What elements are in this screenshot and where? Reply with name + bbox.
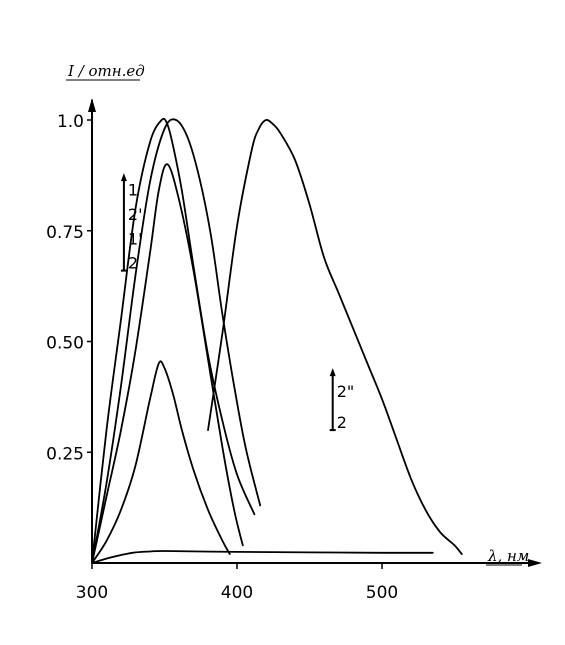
series-curve-3 [91, 360, 231, 564]
annotation-label: 2" [337, 382, 355, 401]
x-axis-arrow-icon [528, 559, 542, 567]
series-curve-1 [91, 117, 256, 564]
y-axis-label: I / отн.ед [67, 62, 145, 80]
x-axis-label: λ, нм [487, 547, 529, 565]
series-curve-4 [91, 163, 244, 564]
annotation-label: 1' [128, 229, 143, 248]
annotation-label: 2 [128, 254, 138, 273]
series-curve-5 [207, 119, 463, 555]
series-curve-2 [91, 118, 262, 564]
x-tick-label: 400 [221, 583, 253, 603]
series-curve-6 [91, 550, 434, 564]
up-arrow-icon [329, 368, 336, 377]
y-axis-arrow-icon [88, 98, 96, 112]
y-tick-label: 0.75 [46, 223, 84, 243]
x-tick-label: 300 [76, 583, 108, 603]
annotation-label: 1 [128, 181, 138, 200]
annotation-label: 2 [337, 413, 347, 432]
annotation-label: 2' [128, 205, 143, 224]
axes [88, 98, 542, 567]
up-arrow-icon [120, 173, 127, 182]
y-tick-label: 0.50 [46, 334, 84, 354]
ticks: 0.25 0.50 0.75 1.0 300 400 500 [46, 112, 398, 603]
y-tick-label: 0.25 [46, 444, 84, 464]
annotations: 1 2' 1' 2 2" 2 [120, 173, 355, 432]
y-tick-label: 1.0 [57, 112, 84, 132]
series-curves [91, 117, 463, 564]
x-tick-label: 500 [366, 583, 398, 603]
